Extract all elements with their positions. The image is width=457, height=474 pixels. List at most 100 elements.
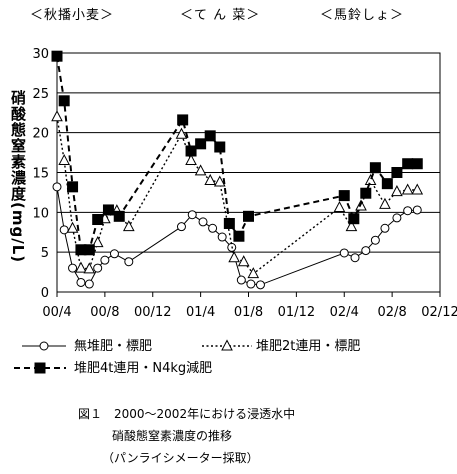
gridlines [57, 52, 440, 253]
data-point-square [34, 362, 46, 374]
data-point-circle [339, 248, 349, 258]
data-point-triangle [213, 175, 226, 187]
data-point-triangle [185, 153, 197, 166]
data-point-circle [109, 249, 119, 259]
y-tick-label: 0 [41, 286, 49, 301]
series-square [51, 50, 423, 256]
data-point-circle [68, 263, 78, 273]
data-point-circle [380, 223, 390, 233]
data-point-triangle [221, 339, 233, 351]
data-point-triangle [333, 200, 346, 213]
data-point-circle [392, 213, 402, 223]
data-point-triangle [228, 251, 240, 263]
data-point-circle [176, 222, 186, 232]
x-tick-label: 00/12 [134, 305, 171, 320]
data-point-circle [246, 279, 256, 289]
data-point-circle [255, 280, 265, 290]
y-tick-label: 30 [32, 47, 49, 62]
data-point-square [58, 95, 70, 107]
crop-label-wheat: ＜秋播小麦＞ [30, 8, 115, 23]
data-point-square [391, 167, 403, 178]
data-point-circle [403, 206, 413, 216]
y-tick-label: 25 [32, 87, 49, 102]
data-point-triangle [122, 220, 135, 232]
data-point-circle [52, 182, 62, 192]
y-axis-label: 硝酸態窒素濃度(mg/L) [9, 90, 27, 264]
data-point-square [360, 187, 372, 199]
data-point-circle [208, 223, 218, 233]
data-point-square [102, 204, 114, 216]
data-point-square [233, 230, 245, 242]
data-point-triangle [364, 173, 377, 185]
data-point-square [92, 214, 104, 226]
x-tick-label: 02/8 [378, 305, 407, 320]
y-tick-label: 5 [41, 246, 49, 261]
axes: 0 5 10 15 20 25 30 00/4 00/8 00/12 01/4 01/8 01/12 02… [32, 47, 457, 320]
data-point-triangle [175, 127, 188, 139]
data-point-square [369, 162, 381, 174]
data-point-triangle [391, 185, 403, 197]
data-point-triangle [66, 221, 79, 233]
data-point-circle [217, 232, 227, 242]
data-point-square [185, 145, 197, 157]
data-point-circle [187, 210, 197, 220]
data-point-circle [59, 225, 69, 235]
data-point-circle [93, 263, 103, 273]
data-point-square [243, 210, 254, 222]
crop-label-potato: ＜馬鈴しょ＞ [320, 8, 405, 23]
data-point-square [204, 130, 216, 142]
data-point-square [402, 158, 414, 170]
data-point-triangle [91, 236, 104, 248]
y-tick-label: 15 [32, 167, 49, 182]
data-point-triangle [379, 197, 391, 209]
data-point-circle [124, 257, 134, 267]
data-point-triangle [345, 220, 358, 232]
data-point-triangle [247, 267, 260, 279]
data-point-square [214, 141, 226, 153]
figure-caption-line2: 硝酸態窒素濃度の推移 [112, 429, 233, 443]
data-point-triangle [204, 173, 217, 185]
legend-label-no-compost: 無堆肥・標肥 [74, 339, 153, 354]
data-point-circle [100, 255, 110, 265]
series-line [56, 56, 418, 251]
data-point-square [75, 244, 87, 256]
data-point-triangle [51, 110, 63, 122]
data-point-triangle [58, 153, 71, 166]
data-point-triangle [194, 164, 207, 176]
data-point-triangle [237, 255, 250, 267]
data-point-circle [39, 341, 49, 351]
series-layer [51, 50, 424, 290]
data-point-square [83, 244, 95, 256]
data-point-square [223, 217, 235, 229]
crop-label-sugarbeet: ＜て ん 菜＞ [180, 8, 261, 23]
data-point-square [338, 190, 350, 202]
legend-label-compost-4t: 堆肥4t連用・N4kg減肥 [74, 361, 213, 376]
x-tick-label: 02/4 [330, 305, 359, 320]
data-point-circle [84, 279, 94, 289]
figure-caption-line3: （パンライシメーター採取） [102, 451, 259, 465]
x-tick-label: 01/8 [234, 305, 263, 320]
data-point-square [411, 158, 423, 170]
data-point-circle [350, 253, 360, 263]
y-tick-label: 10 [32, 206, 49, 221]
data-point-square [51, 50, 63, 62]
legend-symbols [14, 339, 252, 374]
data-point-triangle [401, 183, 414, 195]
data-point-triangle [83, 262, 96, 274]
x-tick-label: 02/12 [421, 305, 457, 320]
data-point-circle [361, 246, 371, 256]
data-point-square [67, 181, 79, 193]
x-tick-label: 01/4 [186, 305, 215, 320]
x-tick-label: 00/8 [90, 305, 119, 320]
data-point-circle [236, 275, 246, 285]
series-circle [52, 182, 422, 290]
legend-label-compost-2t: 堆肥2t連用・標肥 [256, 339, 361, 354]
data-point-circle [76, 277, 86, 287]
data-point-circle [412, 205, 422, 215]
data-point-triangle [411, 183, 424, 195]
y-tick-label: 20 [32, 127, 49, 142]
data-point-circle [198, 217, 208, 227]
data-point-square [381, 178, 393, 190]
figure-caption-line1: 図１ 2000～2002年における浸透水中 [78, 407, 296, 421]
